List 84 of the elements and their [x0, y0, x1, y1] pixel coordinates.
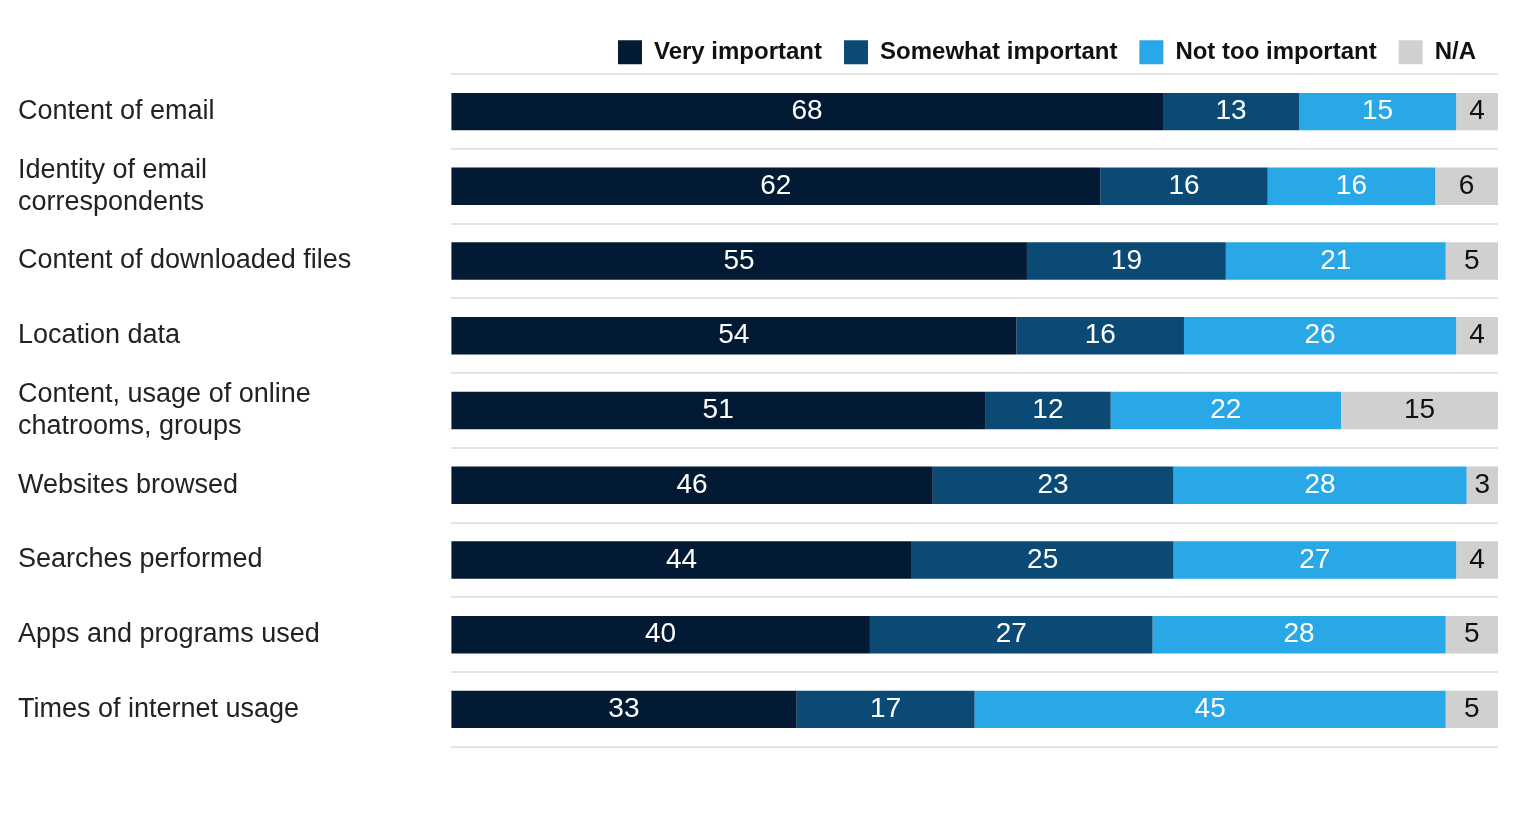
data-label: 13	[1215, 94, 1247, 126]
data-label: 3	[1474, 467, 1491, 499]
bar	[1299, 92, 1457, 131]
data-label: 44	[665, 542, 698, 574]
data-label: 6	[1458, 169, 1475, 201]
bar	[974, 690, 1446, 729]
data-label: 19	[1110, 243, 1142, 275]
data-label: 16	[1168, 169, 1200, 201]
y-tick-label: Apps and programs used	[18, 618, 320, 649]
data-label: 27	[1299, 542, 1331, 574]
data-label: 4	[1469, 542, 1485, 574]
y-tick-label: Location data	[18, 319, 182, 350]
bar	[1026, 242, 1226, 280]
data-label: 12	[1032, 393, 1064, 425]
bar	[1340, 391, 1498, 430]
legend-label: Somewhat important	[880, 36, 1118, 64]
data-label: 5	[1464, 617, 1480, 649]
bar	[1183, 317, 1457, 355]
data-label: 5	[1464, 243, 1480, 275]
bar	[1100, 167, 1268, 205]
data-label: 16	[1335, 169, 1368, 201]
bar	[1435, 167, 1498, 205]
legend-label: Very important	[653, 36, 823, 64]
bar	[451, 541, 912, 579]
bar	[1225, 242, 1446, 280]
bar	[1445, 242, 1498, 280]
data-label: 15	[1362, 94, 1394, 126]
bar	[451, 690, 797, 729]
data-label: 28	[1304, 467, 1336, 499]
bar	[451, 167, 1101, 205]
bar	[985, 391, 1111, 430]
data-label: 25	[1027, 542, 1059, 574]
bar	[1110, 391, 1341, 430]
data-label: 40	[645, 617, 677, 649]
y-tick-label: Content of email	[18, 95, 215, 126]
data-label: 22	[1210, 393, 1242, 425]
data-label: 4	[1469, 318, 1485, 350]
y-tick-label: Websites browsed	[18, 468, 239, 499]
bar	[451, 317, 1017, 355]
legend-label: Not too important	[1175, 36, 1377, 64]
bar	[1456, 541, 1498, 579]
data-label: 4	[1469, 94, 1485, 126]
data-label: 15	[1403, 393, 1436, 425]
data-label: 46	[676, 467, 708, 499]
y-tick-label: Content, usage of online chatrooms, groups	[18, 377, 311, 441]
bar	[911, 541, 1174, 579]
data-label: 62	[760, 169, 792, 201]
bar	[869, 616, 1153, 654]
data-label: 51	[702, 393, 734, 425]
y-tick-label: Identity of email correspondents	[18, 153, 208, 216]
data-label: 33	[608, 692, 640, 724]
data-label: 17	[870, 692, 902, 724]
bar	[1456, 92, 1498, 131]
bar	[1016, 317, 1184, 355]
data-label: 26	[1304, 318, 1336, 350]
y-tick-label: Times of internet usage	[18, 692, 300, 723]
bar	[796, 690, 975, 729]
bar	[451, 242, 1027, 280]
data-label: 55	[723, 243, 755, 275]
bar	[1152, 616, 1446, 654]
bar	[451, 391, 986, 430]
data-label: 45	[1194, 692, 1226, 724]
legend-label: N/A	[1434, 36, 1477, 64]
data-label: 5	[1464, 692, 1480, 724]
bar	[1267, 167, 1436, 205]
y-tick-label: Searches performed	[18, 543, 263, 574]
bar	[451, 92, 1164, 131]
data-label: 28	[1283, 617, 1315, 649]
data-label: 68	[791, 94, 823, 126]
bar	[451, 466, 933, 504]
bar	[1456, 317, 1498, 355]
data-label: 21	[1320, 243, 1352, 275]
data-label: 27	[995, 617, 1027, 649]
bar	[451, 616, 870, 654]
bar	[932, 466, 1174, 504]
y-tick-label: Content of downloaded files	[18, 244, 352, 275]
bar	[1173, 466, 1467, 504]
bar	[1163, 92, 1300, 131]
bar	[1445, 616, 1498, 654]
bar	[1173, 541, 1457, 579]
data-label: 16	[1084, 318, 1116, 350]
data-label: 54	[718, 318, 750, 350]
bar	[1445, 690, 1498, 729]
data-label: 23	[1037, 467, 1069, 499]
